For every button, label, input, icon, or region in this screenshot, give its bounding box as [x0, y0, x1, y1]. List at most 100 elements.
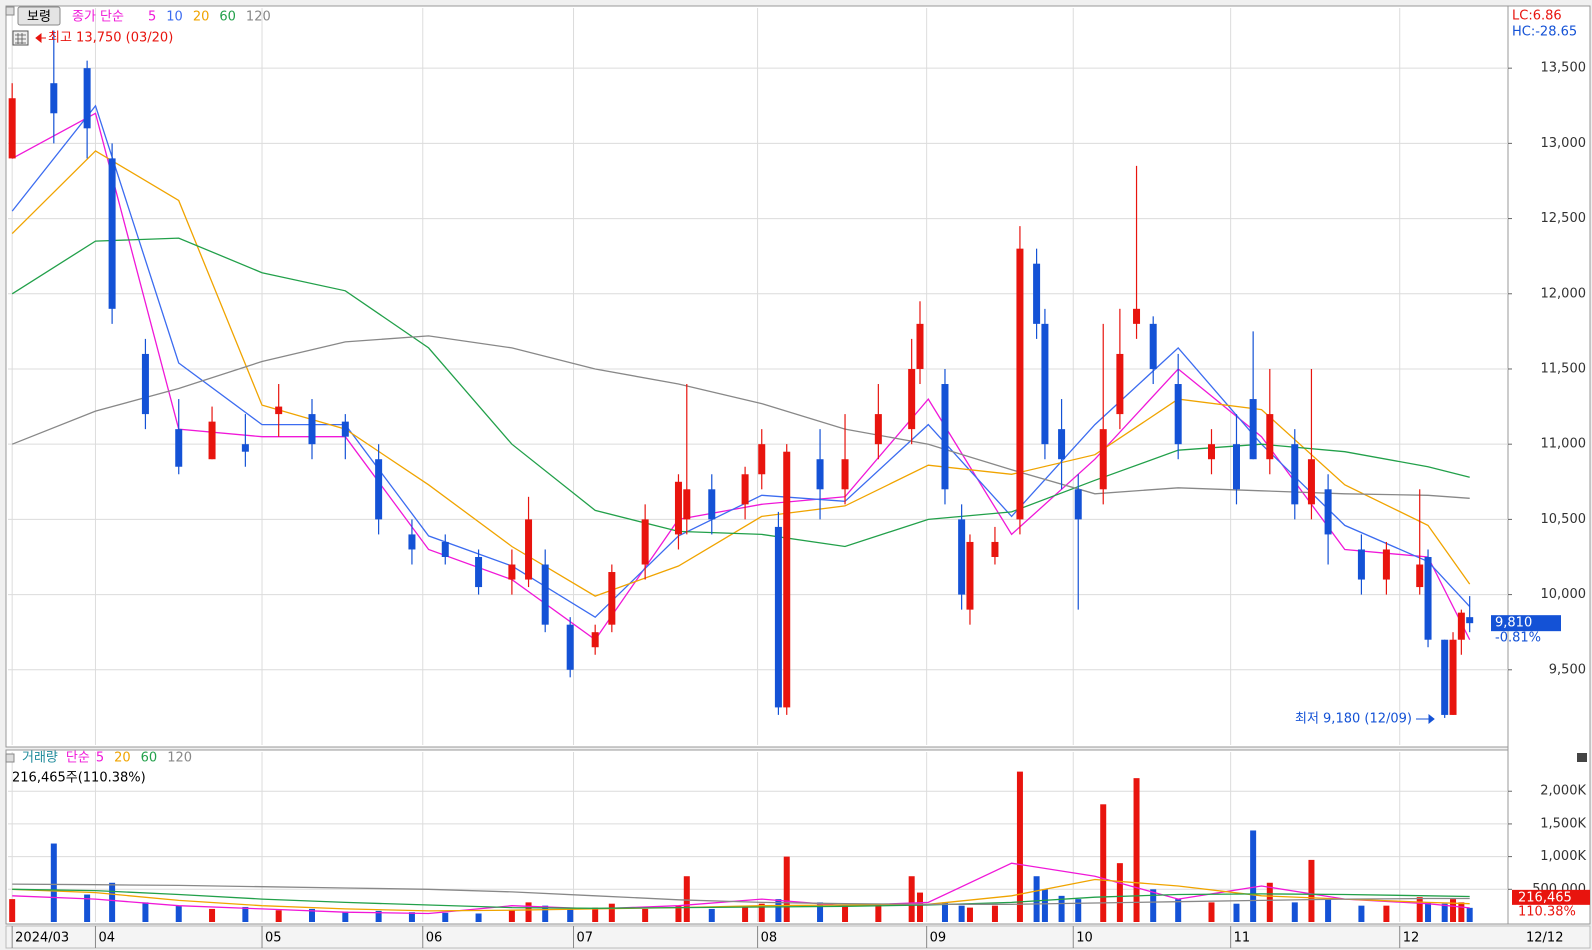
candle-body	[1041, 323, 1049, 445]
volume-bar	[1458, 902, 1465, 922]
volume-bar	[708, 908, 715, 922]
volume-bar	[742, 906, 749, 922]
volume-bar	[308, 908, 315, 922]
volume-bar	[608, 903, 615, 922]
stock-name: 보령	[27, 10, 51, 25]
volume-bar	[758, 903, 765, 922]
candle-body	[816, 459, 824, 490]
volume-bar	[941, 902, 948, 922]
lc-label: LC:6.86	[1512, 9, 1562, 24]
legend-entry: 60	[219, 10, 236, 25]
candle-body	[641, 519, 649, 565]
candle-body	[774, 526, 782, 708]
candle-body	[275, 406, 283, 415]
volume-bar	[875, 903, 882, 922]
high-arrow	[35, 32, 46, 44]
candle-body	[1424, 556, 1432, 640]
y-tick-label: 11,000	[1541, 437, 1587, 452]
volume-bar	[275, 910, 282, 922]
volume-bar	[375, 910, 382, 922]
volume-bar	[542, 905, 549, 922]
candle-body	[674, 481, 682, 535]
candle-body	[241, 444, 249, 452]
legend-entry: 5	[96, 751, 104, 766]
toggle[interactable]	[5, 6, 15, 16]
y-tick-label: 12,000	[1541, 286, 1587, 301]
x-tick-label: 06	[426, 931, 443, 946]
candle-body	[1324, 489, 1332, 535]
candle-body	[475, 556, 483, 588]
volume-ratio: 110.38%	[1518, 904, 1576, 919]
candle-body	[908, 368, 916, 430]
price-ma-line	[11, 237, 1470, 548]
volume-bar	[842, 905, 849, 922]
candle-body	[1249, 399, 1257, 460]
volume-bar	[1175, 899, 1182, 922]
volume-bar	[508, 910, 515, 922]
volume-bar	[1016, 771, 1023, 922]
candle-body	[841, 459, 849, 490]
candle-body	[541, 564, 549, 625]
volume-bar	[1266, 882, 1273, 922]
y2-tick-label: 1,500K	[1540, 816, 1586, 831]
candle-body	[1449, 639, 1457, 715]
candle-body	[1174, 384, 1182, 445]
candle-body	[1466, 617, 1474, 624]
x-tick-label: 09	[930, 931, 947, 946]
volume-bar	[1133, 778, 1140, 922]
candle-body	[525, 519, 533, 580]
close-button[interactable]	[1577, 753, 1587, 762]
volume-bar	[342, 911, 349, 922]
price-panel	[5, 5, 1509, 748]
volume-bar	[408, 912, 415, 922]
high-note: 최고 13,750 (03/20)	[48, 31, 173, 46]
volume-bar	[1033, 876, 1040, 922]
candle-body	[1307, 459, 1315, 505]
volume-bar	[1291, 902, 1298, 922]
volume-bar	[683, 876, 690, 922]
candle-body	[708, 489, 716, 520]
candle-body	[8, 98, 16, 159]
volume-bar	[1250, 830, 1257, 922]
candle-body	[208, 421, 216, 460]
legend-entry: 10	[166, 10, 183, 25]
volume-bar	[1208, 902, 1215, 922]
calendar-icon[interactable]	[12, 30, 29, 46]
last-volume: 216,465	[1518, 890, 1572, 905]
x-tick-label: 2024/03	[15, 931, 69, 946]
candle-body	[916, 323, 924, 369]
candle-body	[1016, 248, 1024, 520]
end-date: 12/12	[1526, 931, 1563, 946]
volume-bar	[142, 902, 149, 922]
x-tick-label: 07	[577, 931, 594, 946]
price-ma-line	[11, 150, 1471, 597]
legend-entry: 60	[141, 751, 158, 766]
candle-body	[441, 541, 449, 557]
volume-bar	[908, 876, 915, 922]
volume-ma-line	[12, 862, 1470, 915]
y-tick-label: 9,500	[1549, 662, 1586, 677]
title-button[interactable]	[17, 6, 61, 26]
volume-bar	[84, 894, 91, 922]
candle-body	[591, 632, 599, 648]
candle-body	[1033, 263, 1041, 324]
volume-bar	[958, 905, 965, 922]
volume-bar	[1450, 899, 1457, 922]
volume-bar	[1308, 859, 1315, 922]
low-note: 최저 9,180 (12/09)	[1295, 712, 1412, 727]
candle-body	[1207, 444, 1215, 460]
y-tick-label: 12,500	[1541, 211, 1587, 226]
x-tick-label: 12	[1403, 931, 1420, 946]
legend-entry: 5	[148, 10, 156, 25]
x-tick-label: 04	[98, 931, 115, 946]
date-axis	[5, 925, 1591, 949]
toggle[interactable]	[5, 753, 15, 763]
volume-bar	[1358, 905, 1365, 922]
volume-bar	[1041, 889, 1048, 922]
volume-bar	[966, 907, 973, 922]
candle-body	[958, 519, 966, 595]
right-axis	[1507, 5, 1591, 925]
candle-body	[175, 429, 183, 467]
volume-bar	[1383, 905, 1390, 922]
